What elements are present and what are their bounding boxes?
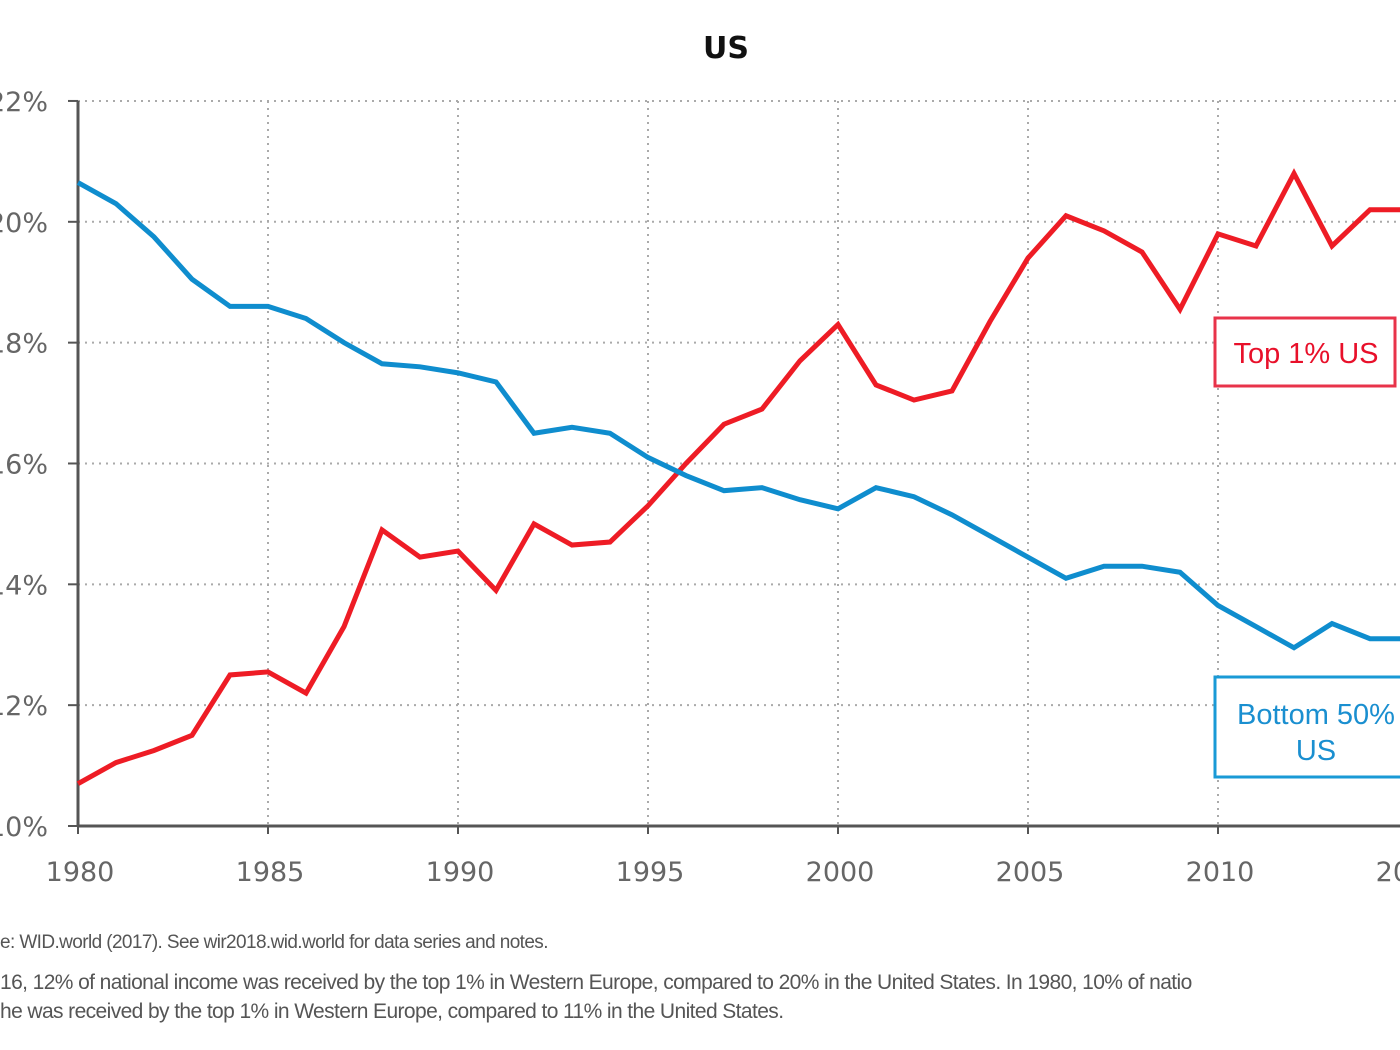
label-bottom-text-1: Bottom 50% [1237, 699, 1395, 731]
x-tick-label: 1995 [616, 857, 685, 888]
x-tick-label: 2000 [806, 857, 875, 888]
series-line-bottom-50-percent [76, 180, 1400, 651]
caption-line-2: he was received by the top 1% in Western… [0, 1000, 784, 1023]
caption-line-1: 16, 12% of national income was received … [0, 971, 1192, 994]
y-tick-label: 12% [0, 691, 48, 722]
y-tick-label: 16% [0, 449, 48, 480]
label-box-top [1213, 316, 1397, 388]
x-tick-label: 1985 [236, 857, 305, 888]
y-tick-label: 18% [0, 329, 48, 360]
label-bottom-text-2: US [1296, 735, 1336, 767]
chart-title: US [703, 31, 749, 66]
y-tick-label: 20% [0, 208, 48, 239]
label-top-1-percent: Top 1% US [1213, 316, 1397, 388]
x-tick-label: 1990 [426, 857, 495, 888]
x-tick-label: 2015 [1376, 857, 1400, 888]
y-tick-label: 14% [0, 570, 48, 601]
x-tick-label: 1980 [46, 857, 115, 888]
label-top-text: Top 1% US [1233, 338, 1378, 370]
label-bottom-50-percent: Bottom 50% US [1213, 675, 1400, 779]
x-tick-label: 2010 [1186, 857, 1255, 888]
x-tick-label: 2005 [996, 857, 1065, 888]
y-tick-label: 10% [0, 812, 48, 843]
source-note: e: WID.world (2017). See wir2018.wid.wor… [0, 932, 548, 953]
series-line-top-1-percent [76, 168, 1400, 786]
label-box-bottom [1213, 675, 1400, 779]
y-tick-label: 22% [0, 87, 48, 118]
